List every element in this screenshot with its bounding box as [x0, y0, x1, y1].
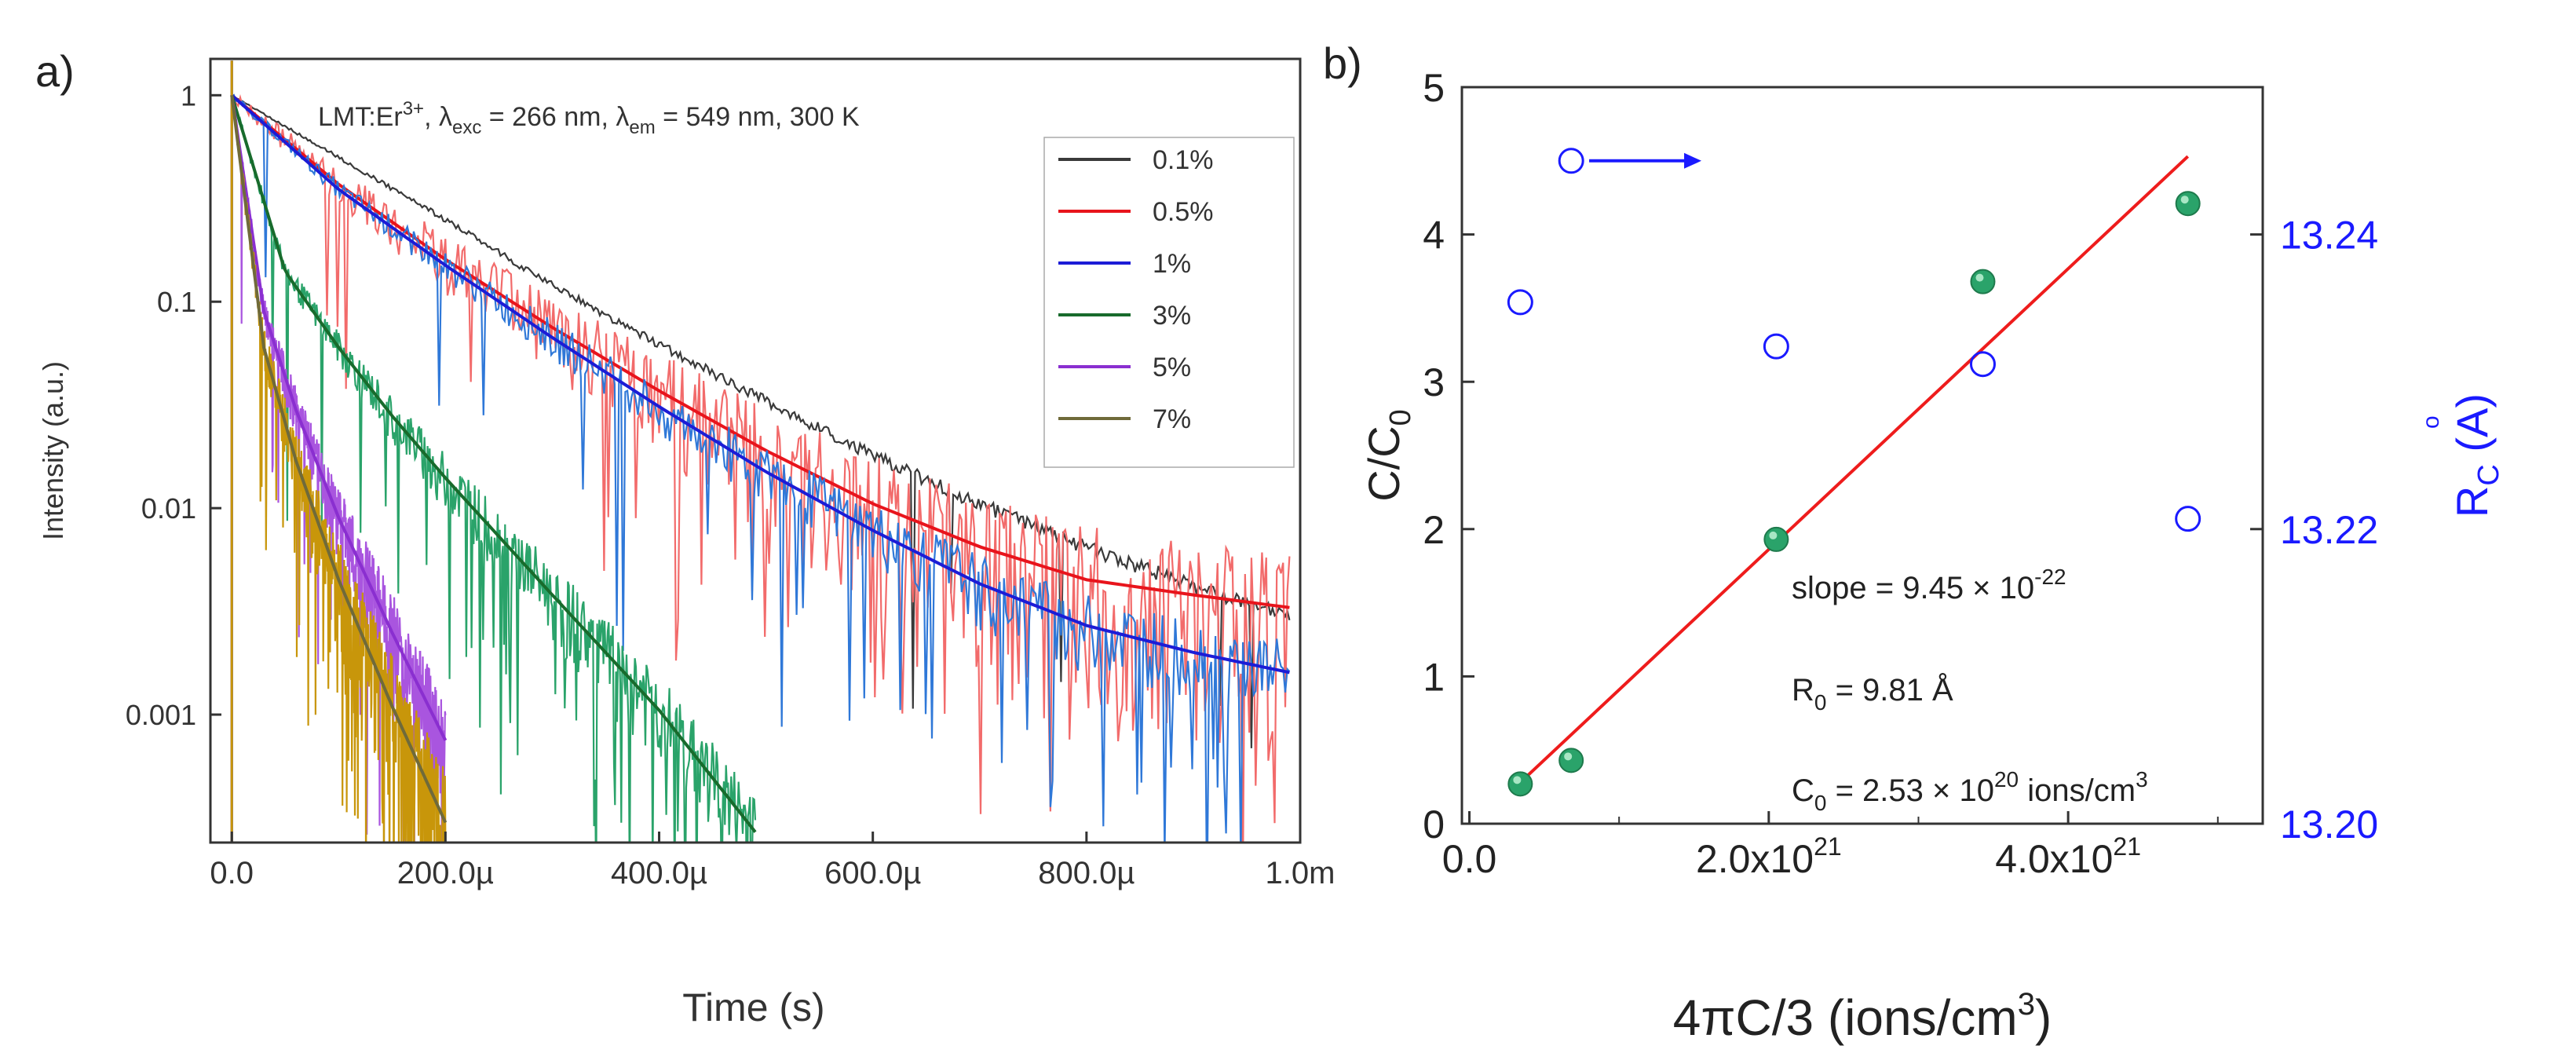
x-tick-label: 200.0µ	[397, 856, 494, 890]
decay-trace-0.1%	[231, 94, 1291, 748]
rc-point	[1507, 289, 1533, 316]
x-tick-label: 0.0	[1442, 837, 1497, 881]
rc-point	[1763, 333, 1789, 360]
panel-a-x-ticks: 0.0 200.0µ 400.0µ 600.0µ 800.0µ 1.0m	[210, 832, 1335, 890]
x-tick-label: 600.0µ	[824, 856, 921, 890]
cc0-point-highlight	[1564, 752, 1573, 761]
decay-trace-1%	[231, 93, 1291, 843]
legend-label-0.1%: 0.1%	[1153, 145, 1214, 175]
svg-text:RC (A): RC (A)	[2447, 393, 2505, 517]
fit-curve-3%	[230, 94, 757, 833]
r0-annotation: R0 = 9.81 Å	[1792, 672, 1953, 715]
y-tick-label: 4	[1423, 214, 1445, 258]
y-tick-label: 0.1	[157, 286, 196, 318]
y-tick-label: 0.01	[141, 492, 196, 525]
y2-tick-label: 13.24	[2280, 214, 2378, 258]
cc0-point-highlight	[1513, 776, 1522, 784]
panel-b-y2-ticks: 13.20 13.22 13.24	[2250, 214, 2378, 846]
y2-tick-label: 13.22	[2280, 508, 2378, 552]
panel-a: a) 0.0 200.0µ 400.0µ 600.0µ 800.0µ 1.0m 1 0.1 0…	[35, 46, 1335, 1029]
cc0-point	[1507, 771, 1533, 797]
panel-b-marks	[1507, 148, 2201, 797]
y-tick-label: 0.001	[126, 699, 196, 731]
panel-a-plot-frame	[209, 57, 1302, 844]
x-tick-label: 2.0x1021	[1696, 832, 1842, 881]
y-tick-label: 2	[1423, 508, 1445, 552]
panel-a-label: a)	[35, 46, 75, 96]
decay-trace-5%	[231, 93, 447, 843]
cc0-point	[1970, 269, 1996, 294]
fit-curve-5%	[230, 95, 448, 741]
panel-b-label: b)	[1323, 38, 1362, 88]
cc0-point	[1763, 526, 1789, 552]
cc0-point-highlight	[1769, 531, 1778, 539]
panel-b-y-axis-label: C/C0	[1359, 409, 1417, 502]
panel-a-series-group	[230, 60, 1291, 843]
legend-label-7%: 7%	[1153, 404, 1191, 434]
panel-a-y-axis-label: Intensity (a.u.)	[37, 361, 69, 540]
legend-label-3%: 3%	[1153, 301, 1191, 331]
x-tick-label: 4.0x1021	[1995, 832, 2141, 881]
cc0-point-highlight	[1975, 273, 1984, 282]
panel-a-x-axis-label: Time (s)	[682, 985, 824, 1029]
panel-a-y-ticks: 1 0.1 0.01 0.001	[126, 79, 221, 731]
panel-b-plot-frame	[1460, 86, 2264, 825]
x-tick-label: 400.0µ	[611, 856, 707, 890]
rc-point	[1969, 351, 1996, 378]
legend-label-5%: 5%	[1153, 353, 1191, 382]
rc-point	[2175, 506, 2201, 532]
fit-curve-1%	[230, 93, 1290, 675]
rc-point	[1558, 148, 1584, 174]
c0-annotation: C0 = 2.53 × 1020 ions/cm3	[1792, 767, 2148, 815]
legend-label-1%: 1%	[1153, 249, 1191, 279]
x-tick-label: 0.0	[210, 856, 254, 890]
cc0-point-highlight	[2180, 196, 2189, 204]
y-tick-label: 3	[1423, 360, 1445, 404]
panel-b-y-ticks: 0 1 2 3 4 5	[1423, 66, 1474, 846]
x-tick-label: 800.0µ	[1038, 856, 1135, 890]
panel-a-title: LMT:Er3+, λexc = 266 nm, λem = 549 nm, 3…	[318, 98, 860, 138]
y-tick-label: 0	[1423, 803, 1445, 846]
cc0-point	[1558, 748, 1584, 773]
axis-indicator-arrowhead	[1684, 152, 1702, 169]
y-tick-label: 1	[1423, 655, 1445, 699]
panel-b-x-axis-label: 4πC/3 (ions/cm3)	[1673, 987, 2052, 1046]
angstrom-ring: o	[2418, 415, 2444, 429]
slope-annotation: slope = 9.45 × 10-22	[1792, 565, 2066, 605]
panel-b-y2-axis-label: RC (A) o	[2418, 393, 2505, 517]
linear-fit-line	[1518, 155, 2190, 784]
y-tick-label: 5	[1423, 66, 1445, 110]
y-tick-label: 1	[181, 79, 196, 112]
x-tick-label: 1.0m	[1266, 856, 1336, 890]
legend-box	[1043, 137, 1295, 468]
fit-curve-7%	[230, 95, 448, 824]
y2-tick-label: 13.20	[2280, 803, 2378, 846]
panel-a-legend: 0.1% 0.5% 1% 3% 5% 7%	[1043, 137, 1295, 468]
legend-label-0.5%: 0.5%	[1153, 197, 1214, 227]
panel-b: b) 0.0 2.0x1021 4.0x1021 0 1 2 3 4 5 13.20 13.22…	[1323, 38, 2505, 1046]
cc0-point	[2175, 191, 2201, 217]
panel-b-x-ticks: 0.0 2.0x1021 4.0x1021	[1442, 811, 2219, 881]
panel-b-annotations: slope = 9.45 × 10-22 R0 = 9.81 Å C0 = 2.…	[1792, 565, 2148, 815]
